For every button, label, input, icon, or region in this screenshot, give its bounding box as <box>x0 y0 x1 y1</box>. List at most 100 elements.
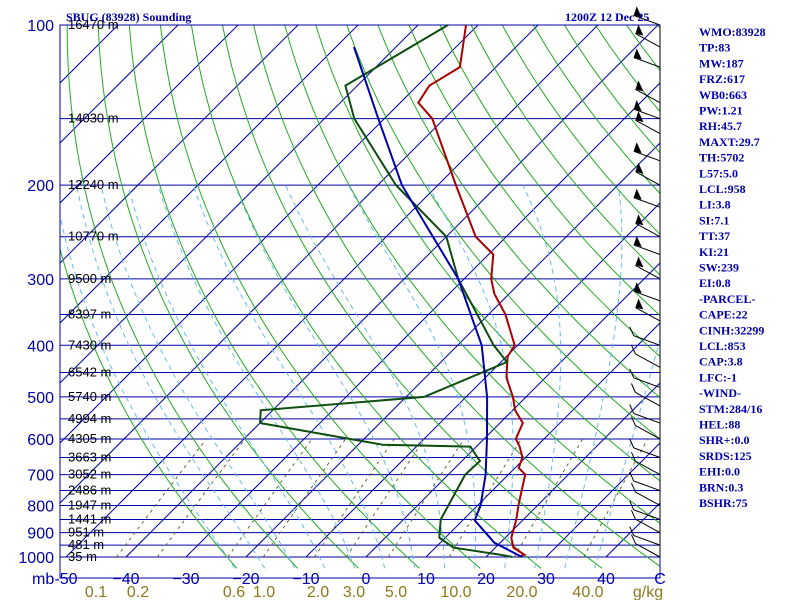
wind-barb <box>635 264 661 280</box>
index-entry: BSHR:75 <box>699 496 748 510</box>
wind-barb <box>633 377 661 388</box>
wind-barb <box>635 307 661 322</box>
chart-title-left: SBUG (83928) Sounding <box>66 10 191 24</box>
index-entry: CAPE:22 <box>699 308 748 322</box>
wind-feather <box>629 438 635 449</box>
wind-barb <box>633 412 661 424</box>
pressure-tick-label: 500 <box>27 390 54 407</box>
index-entry: TH:5702 <box>699 151 744 165</box>
wind-barb <box>635 171 661 186</box>
height-label: 4305 m <box>68 431 111 446</box>
height-label: 3663 m <box>68 449 111 464</box>
temperature-tick-label: 30 <box>537 571 555 588</box>
dry-adiabat <box>159 25 481 569</box>
dry-adiabat <box>346 25 660 440</box>
moist-adiabat <box>427 184 514 569</box>
isotherm-line <box>65 25 599 558</box>
mixing-ratio-unit: g/kg <box>633 584 663 600</box>
mixing-ratio-line <box>314 438 395 558</box>
wind-feather <box>630 383 636 393</box>
wind-barb <box>633 150 661 162</box>
wind-barb <box>633 290 661 302</box>
moist-adiabat <box>522 184 562 569</box>
dry-adiabat <box>284 25 660 524</box>
height-label: 2486 m <box>68 483 111 498</box>
isotherm-line <box>185 82 660 558</box>
isotherm-line <box>60 25 539 504</box>
index-entry: LCL:853 <box>699 339 746 353</box>
mixing-ratio-label: 5.0 <box>385 584 407 600</box>
mixing-ratio-line <box>116 438 207 558</box>
index-entry: HEL:88 <box>699 418 740 432</box>
height-label: 481 m <box>68 537 104 552</box>
temperature-tick-label: -50 <box>54 571 77 588</box>
index-entry: LI:3.8 <box>699 198 731 212</box>
pressure-tick-label: 300 <box>27 272 54 289</box>
wind-barb <box>635 353 661 368</box>
wind-pennant <box>633 188 642 200</box>
height-label: 1947 m <box>68 497 111 512</box>
wind-feather <box>630 416 636 426</box>
index-entry: LCL:958 <box>699 182 746 196</box>
isotherm-line <box>425 322 660 558</box>
wind-barb <box>633 535 661 546</box>
wind-pennant <box>633 6 642 18</box>
height-label: 8397 m <box>68 306 111 321</box>
isotherm-line <box>125 25 659 558</box>
height-label: 4994 m <box>68 411 111 426</box>
index-entry: BRN:0.3 <box>699 480 743 494</box>
temperature-tick-label: −40 <box>112 571 139 588</box>
index-entry: KI:21 <box>699 245 729 259</box>
height-label: 9500 m <box>68 271 111 286</box>
wind-feather <box>630 344 636 355</box>
wind-barb <box>635 491 661 506</box>
pressure-axis-label: mb <box>32 571 54 588</box>
pressure-tick-label: 600 <box>27 432 54 449</box>
wind-feather <box>630 510 636 520</box>
wind-feather <box>629 404 635 414</box>
dry-adiabat <box>594 25 660 113</box>
clipped-lines <box>60 1 800 569</box>
temperature-tick-label: 0 <box>362 571 371 588</box>
wind-barb <box>635 88 661 104</box>
height-label: 10770 m <box>68 229 119 244</box>
mixing-ratio-label: 2.0 <box>307 584 329 600</box>
dry-adiabat <box>791 1 800 569</box>
wind-pennant <box>635 298 644 310</box>
wind-barb <box>635 33 661 48</box>
index-entry: SRDS:125 <box>699 449 752 463</box>
index-entry: LFC:-1 <box>699 370 737 384</box>
wind-feather <box>629 500 635 511</box>
pressure-tick-label: 400 <box>27 338 54 355</box>
dry-adiabat <box>408 25 660 358</box>
height-label: 12240 m <box>68 177 119 192</box>
background-lines <box>59 1 800 579</box>
temperature-tick-label: −30 <box>172 571 199 588</box>
isotherm-line <box>485 382 660 558</box>
pressure-tick-label: 1000 <box>18 550 54 567</box>
pressure-tick-label: 200 <box>27 178 54 195</box>
series-line-parcel-path <box>353 46 523 558</box>
moist-adiabat <box>100 184 296 569</box>
dry-adiabat <box>253 25 660 567</box>
moist-adiabat <box>348 184 477 569</box>
dry-adiabat <box>470 25 660 276</box>
wind-feather <box>630 482 636 493</box>
temperature-tick-label: 10 <box>417 571 435 588</box>
moist-adiabat <box>60 213 236 569</box>
wind-barb <box>633 108 661 120</box>
wind-feather <box>629 326 635 336</box>
temperature-unit-label: C <box>654 571 666 588</box>
wind-pennant <box>635 162 644 174</box>
moist-adiabat <box>157 184 356 569</box>
wind-barb <box>633 509 661 520</box>
index-entry: -PARCEL- <box>699 292 755 306</box>
data-series <box>258 24 527 558</box>
wind-barb <box>633 480 661 492</box>
wind-pennant <box>635 256 644 268</box>
isotherm-line <box>60 25 479 444</box>
mixing-ratio-line <box>345 438 425 558</box>
temperature-tick-label: −10 <box>292 571 319 588</box>
mixing-ratio-line <box>262 438 347 558</box>
